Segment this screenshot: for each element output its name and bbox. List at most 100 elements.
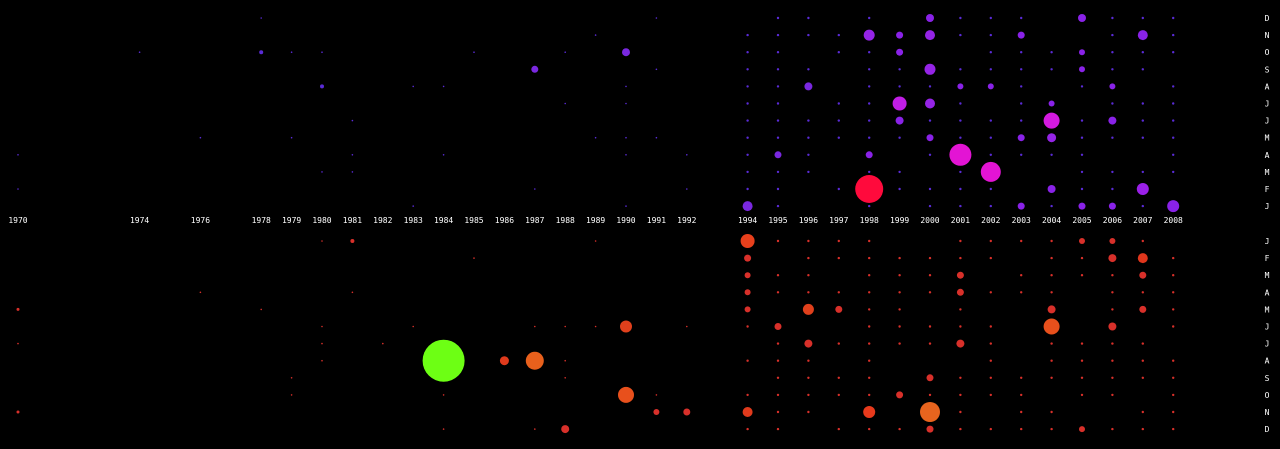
year-tick-label: 2000 <box>920 216 939 225</box>
minor-dot <box>1141 376 1145 379</box>
minor-dot <box>959 16 962 20</box>
year-tick-label: 1981 <box>343 216 362 225</box>
lower-bubble <box>740 234 755 248</box>
upper-bubble <box>1017 31 1025 39</box>
minor-dot <box>959 136 962 139</box>
minor-dot <box>928 256 932 260</box>
lower-bubble <box>804 339 813 348</box>
minor-dot <box>776 342 780 345</box>
year-tick-label: 1999 <box>890 216 909 225</box>
minor-dot <box>321 171 323 173</box>
minor-dot <box>776 170 780 174</box>
upper-month-label: A <box>1265 151 1270 160</box>
minor-dot <box>928 274 932 277</box>
minor-dot <box>1080 256 1084 260</box>
minor-dot <box>928 187 932 191</box>
minor-dot <box>1020 427 1023 431</box>
year-tick-label: 1979 <box>282 216 301 225</box>
minor-dot <box>837 187 840 191</box>
minor-dot <box>959 325 962 328</box>
year-tick-label: 1976 <box>191 216 210 225</box>
minor-dot <box>564 325 566 328</box>
upper-bubble <box>865 151 873 159</box>
minor-dot <box>1111 170 1114 174</box>
minor-dot <box>655 394 658 396</box>
minor-dot <box>1111 291 1114 294</box>
minor-dot <box>199 291 202 294</box>
upper-bubble <box>531 65 539 73</box>
year-tick-label: 2002 <box>981 216 1000 225</box>
minor-dot <box>959 68 962 71</box>
minor-dot <box>837 291 840 294</box>
year-tick-label: 1994 <box>738 216 757 225</box>
year-tick-label: 1985 <box>464 216 483 225</box>
minor-dot <box>1141 359 1145 362</box>
minor-dot <box>807 136 810 139</box>
lower-bubble <box>1047 305 1056 314</box>
minor-dot <box>1172 393 1175 397</box>
upper-month-label: D <box>1265 14 1270 23</box>
minor-dot <box>746 51 749 54</box>
minor-dot <box>898 325 901 328</box>
minor-dot <box>1050 291 1053 294</box>
minor-dot <box>1141 239 1145 243</box>
minor-dot <box>1111 187 1114 191</box>
minor-dot <box>1172 410 1175 414</box>
minor-dot <box>989 359 992 362</box>
minor-dot <box>1141 291 1145 294</box>
minor-dot <box>1172 33 1175 37</box>
minor-dot <box>898 342 901 345</box>
minor-dot <box>1172 85 1175 88</box>
minor-dot <box>746 136 749 139</box>
minor-dot <box>1172 427 1175 431</box>
minor-dot <box>989 342 992 345</box>
upper-bubble <box>980 161 1001 182</box>
minor-dot <box>1172 102 1175 105</box>
lower-bubble <box>1043 318 1060 335</box>
lower-bubble <box>926 374 934 382</box>
minor-dot <box>1020 393 1023 397</box>
minor-dot <box>17 188 19 190</box>
minor-dot <box>1020 16 1023 20</box>
minor-dot <box>1020 119 1023 122</box>
minor-dot <box>776 102 780 105</box>
upper-month-label: S <box>1265 65 1270 74</box>
upper-month-label: N <box>1265 31 1270 40</box>
minor-dot <box>1050 376 1053 379</box>
minor-dot <box>1172 170 1175 174</box>
lower-month-label: J <box>1265 323 1270 332</box>
minor-dot <box>1080 342 1084 345</box>
lower-month-label: J <box>1265 237 1270 246</box>
minor-dot <box>1172 16 1175 20</box>
minor-dot <box>868 204 871 208</box>
minor-dot <box>959 308 962 311</box>
minor-dot <box>1111 51 1114 54</box>
minor-dot <box>351 171 354 173</box>
minor-dot <box>1080 170 1084 174</box>
year-tick-label: 2005 <box>1072 216 1091 225</box>
minor-dot <box>868 427 871 431</box>
lower-bubble <box>835 305 843 313</box>
minor-dot <box>1020 85 1023 88</box>
minor-dot <box>534 428 536 430</box>
lower-bubble <box>956 271 964 279</box>
lower-bubble <box>863 406 876 418</box>
upper-bubble <box>949 143 972 166</box>
upper-bubble <box>1108 202 1116 210</box>
minor-dot <box>746 393 749 397</box>
minor-dot <box>1020 376 1023 379</box>
lower-bubble <box>774 323 782 330</box>
upper-month-label: M <box>1265 134 1270 143</box>
minor-dot <box>807 376 810 379</box>
year-tick-label: 2008 <box>1164 216 1183 225</box>
minor-dot <box>959 119 962 122</box>
minor-dot <box>989 16 992 20</box>
minor-dot <box>776 239 780 243</box>
minor-dot <box>564 51 566 53</box>
minor-dot <box>290 377 293 379</box>
minor-dot <box>1172 274 1175 277</box>
minor-dot <box>989 427 992 431</box>
minor-dot <box>837 427 840 431</box>
upper-bubble <box>1048 100 1055 107</box>
minor-dot <box>1050 274 1053 277</box>
